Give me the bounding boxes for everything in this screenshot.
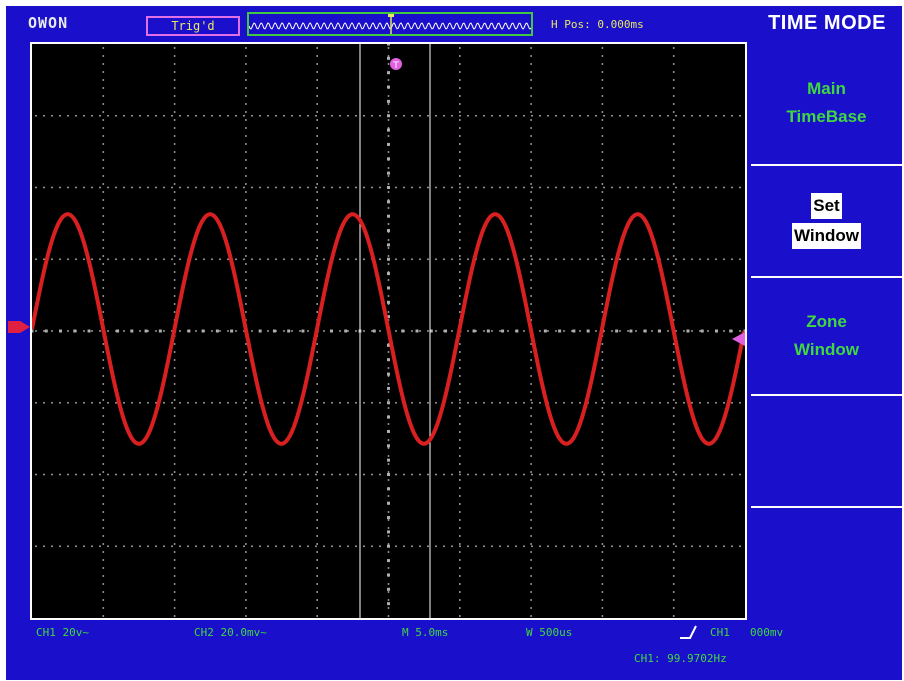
brand-logo: OWON — [28, 14, 69, 32]
menu-item-label: Zone — [806, 312, 847, 331]
timeline-wave — [249, 14, 531, 34]
waveform-display: T — [30, 42, 747, 620]
menu-item-zone-window[interactable]: Zone Window — [751, 276, 902, 394]
graticule — [32, 44, 745, 617]
waveform-plot: T — [32, 44, 745, 618]
trigger-source-readout: CH1 — [710, 626, 730, 639]
trigger-level-readout: 000mv — [750, 626, 784, 639]
menu-item-label: Main — [807, 79, 846, 98]
softkey-menu: Main TimeBase Set Window Zone Window — [751, 42, 902, 620]
menu-item-label: Window — [792, 223, 861, 249]
menu-title: TIME MODE — [768, 12, 886, 34]
menu-item-label: TimeBase — [786, 107, 867, 126]
trigger-level-marker-icon[interactable] — [732, 332, 745, 346]
frequency-readout: CH1: 99.9702Hz — [634, 652, 727, 665]
menu-item-label: Window — [794, 340, 859, 359]
ch1-scale-readout: CH1 20v~ — [36, 626, 89, 639]
menu-item-empty-5[interactable] — [751, 506, 902, 620]
menu-item-set-window[interactable]: Set Window — [751, 164, 902, 276]
menu-item-empty-4[interactable] — [751, 394, 902, 506]
timeline-position-marker-icon — [388, 14, 394, 17]
trigger-status-badge: Trig'd — [146, 16, 240, 36]
menu-item-main-timebase[interactable]: Main TimeBase — [751, 42, 902, 164]
ground-level-marker-icon[interactable] — [6, 319, 32, 335]
memory-timeline-indicator — [247, 12, 533, 36]
trigger-position-marker-icon[interactable]: T — [390, 58, 402, 71]
main-timebase-readout: M 5.0ms — [402, 626, 449, 639]
rising-edge-icon — [680, 625, 697, 639]
horizontal-position-readout: H Pos: 0.000ms — [551, 18, 644, 31]
menu-item-label: Set — [811, 193, 842, 219]
window-timebase-readout: W 500us — [526, 626, 573, 639]
oscilloscope-screen: OWON Trig'd H Pos: 0.000ms TIME MODE T — [6, 6, 902, 680]
ch2-scale-readout: CH2 20.0mv~ — [194, 626, 267, 639]
svg-text:T: T — [392, 61, 399, 71]
ch1-waveform-trace — [32, 212, 745, 446]
